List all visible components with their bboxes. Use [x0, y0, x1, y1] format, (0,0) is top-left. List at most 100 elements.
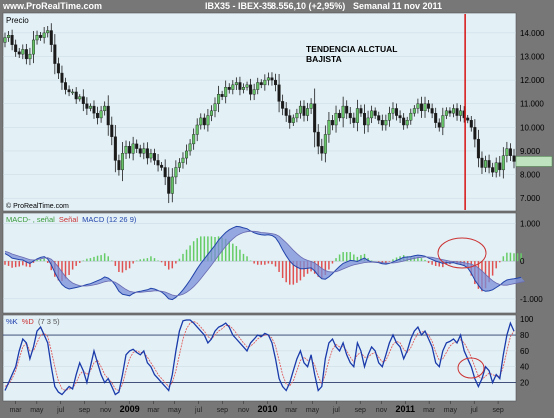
price-candle-body — [341, 105, 345, 119]
price-candle-body — [92, 105, 96, 114]
price-candle-body — [174, 167, 178, 178]
price-last-value-tag — [515, 156, 553, 167]
time-axis-label: mar — [10, 407, 23, 414]
price-candle-body — [85, 103, 89, 109]
price-panel — [2, 12, 517, 212]
price-candle-body — [220, 94, 224, 97]
time-axis-label: nov — [376, 407, 388, 414]
price-candle-body — [373, 110, 377, 116]
price-candle-body — [202, 117, 206, 126]
price-candle-body — [3, 37, 7, 43]
price-tick-label: 14.000 — [520, 29, 545, 38]
price-candle-body — [245, 84, 249, 88]
signal-line — [4, 230, 525, 297]
price-candle-body — [288, 115, 292, 123]
price-candle-body — [124, 146, 128, 154]
price-candle-body — [241, 87, 245, 90]
stoch-legend-d: %D — [22, 317, 35, 326]
macd-legend-senal: señal — [37, 215, 55, 224]
annotation-line-1: TENDENCIA ALCTUAL — [306, 44, 397, 54]
price-candle-body — [395, 108, 399, 116]
price-candle-body — [224, 87, 228, 97]
time-axis: mar may jul sep nov 2009 mar may jul sep nov 2010 ma… — [10, 401, 504, 414]
price-candle-body — [295, 112, 299, 119]
period-label: Semanal — [353, 1, 391, 11]
macd-line — [4, 225, 522, 301]
time-axis-label: jul — [470, 407, 478, 414]
price-candle-body — [106, 105, 110, 126]
price-candle-body — [505, 148, 509, 156]
price-candle-body — [412, 108, 416, 114]
price-candle-body — [348, 112, 352, 119]
stoch-panel — [2, 314, 517, 402]
macd-legend: MACD- , señal Señal MACD (12 26 9) — [6, 215, 137, 224]
price-candle-body — [231, 84, 235, 90]
time-axis-label: 2009 — [120, 404, 140, 414]
price-candle-body — [327, 120, 331, 135]
price-candle-body — [323, 134, 327, 154]
price-candle-body — [217, 94, 221, 104]
time-axis-label: may — [444, 407, 458, 414]
time-axis-label: nov — [100, 407, 112, 414]
time-axis-label: mar — [423, 407, 436, 414]
price-candle-body — [302, 105, 306, 116]
time-axis-label: nov — [238, 407, 250, 414]
stoch-k-line — [4, 319, 515, 396]
price-candle-body — [64, 82, 68, 90]
price-candle-body — [185, 150, 189, 159]
stoch-tick-label: 80 — [520, 331, 529, 340]
price-candle-body — [156, 160, 160, 166]
price-candle-body — [469, 120, 473, 128]
price-candle-body — [170, 176, 174, 194]
price-candle-body — [39, 35, 43, 38]
price-candle-body — [384, 120, 388, 126]
price-tick-label: 11.000 — [520, 100, 544, 109]
price-candle-body — [227, 87, 231, 90]
price-candle-body — [117, 160, 121, 171]
price-candle-body — [152, 153, 156, 161]
price-candle-body — [330, 120, 334, 126]
time-axis-label: may — [30, 407, 44, 414]
price-candle-body — [387, 112, 391, 121]
price-candle-body — [206, 115, 210, 126]
price-candle-body — [199, 117, 203, 126]
instrument-name: IBX35 - IBEX-35 — [205, 1, 273, 11]
price-candle-body — [181, 157, 185, 163]
stoch-legend-params: (7 3 5) — [38, 317, 60, 326]
price-candle-body — [74, 91, 78, 100]
price-candle-body — [352, 117, 356, 123]
stoch-grid — [3, 318, 516, 384]
price-candle-body — [466, 117, 470, 121]
stoch-legend: %K %D (7 3 5) — [6, 317, 60, 326]
price-candle-body — [437, 122, 441, 128]
price-candle-body — [434, 112, 438, 123]
price-candle-body — [416, 103, 420, 109]
price-candle-body — [71, 91, 75, 94]
price-candle-body — [363, 112, 367, 126]
quote-value: 8.556,10 (+2,95%) — [271, 1, 346, 11]
price-candle-body — [128, 146, 132, 154]
price-candle-body — [42, 32, 46, 38]
price-candle-body — [113, 136, 117, 161]
price-candle-body — [213, 103, 217, 112]
price-candle-body — [10, 35, 14, 45]
price-candle-body — [476, 138, 480, 159]
stoch-tick-label: 100 — [520, 315, 534, 324]
price-candle-body — [501, 155, 505, 171]
price-candle-body — [419, 103, 423, 112]
price-candle-body — [391, 108, 395, 114]
price-candle-body — [270, 77, 274, 81]
price-candle-body — [263, 79, 267, 86]
price-candle-body — [277, 84, 281, 102]
price-tick-label: 9.000 — [520, 147, 541, 156]
price-candle-body — [149, 153, 153, 159]
price-axis: 14.000 13.000 12.000 11.000 10.000 9.000 8.000… — [515, 29, 553, 203]
time-axis-label: sep — [217, 407, 228, 414]
price-candle-body — [334, 112, 338, 126]
price-candle-body — [459, 110, 463, 116]
price-candle-body — [487, 160, 491, 168]
price-candle-body — [338, 112, 342, 119]
price-candle-body — [56, 63, 60, 74]
